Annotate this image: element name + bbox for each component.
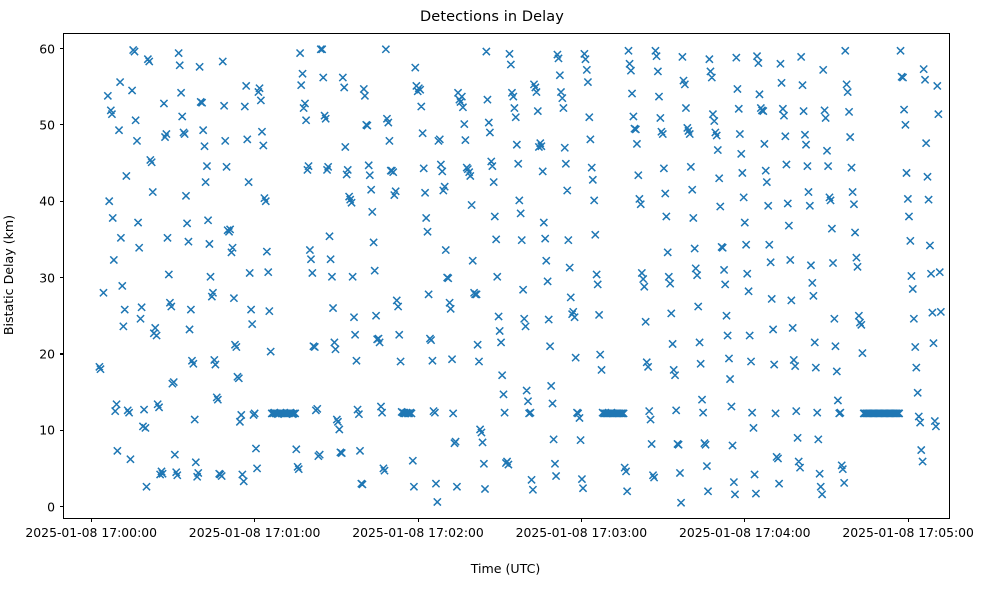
- x-tick-label-0: 2025-01-08 17:00:00: [25, 525, 158, 540]
- y-tick-5: [60, 124, 64, 126]
- x-tick-0: [90, 518, 92, 522]
- y-tick-label-0: 0: [47, 499, 55, 515]
- y-tick-label-6: 60: [39, 41, 55, 56]
- x-tick-label-4: 2025-01-08 17:04:00: [678, 525, 811, 540]
- x-tick-4: [744, 518, 746, 522]
- scatter-marker-set: [95, 45, 945, 507]
- y-tick-label-3: 30: [39, 270, 55, 286]
- y-axis-label: Bistatic Delay (km): [1, 214, 16, 336]
- x-tick-2: [417, 518, 419, 522]
- y-tick-label-5: 50: [39, 117, 55, 133]
- y-tick-3: [60, 277, 64, 279]
- y-tick-4: [60, 200, 64, 202]
- x-tick-3: [580, 518, 583, 522]
- plot-axes: 2025-01-08 17:00:00 2025-01-08 17:01:00 20…: [25, 33, 974, 540]
- y-tick-label-2: 20: [39, 346, 55, 362]
- x-tick-1: [254, 518, 256, 522]
- y-tick-6: [60, 48, 64, 50]
- x-tick-label-3: 2025-01-08 17:03:00: [515, 525, 648, 540]
- x-tick-label-1: 2025-01-08 17:01:00: [188, 525, 321, 540]
- y-tick-label-4: 40: [39, 193, 55, 209]
- x-tick-label-5: 2025-01-08 17:05:00: [842, 525, 974, 540]
- x-tick-label-2: 2025-01-08 17:02:00: [352, 525, 484, 540]
- scatter-svg: [95, 45, 945, 507]
- chart-title: Detections in Delay: [420, 9, 564, 25]
- y-tick-2: [60, 353, 64, 355]
- y-tick-1: [60, 429, 64, 431]
- scatter-points-layer: [64, 34, 949, 518]
- x-axis-label: Time (UTC): [470, 561, 541, 576]
- y-tick-0: [60, 506, 64, 508]
- y-tick-label-1: 10: [39, 422, 55, 438]
- x-tick-5: [907, 518, 909, 522]
